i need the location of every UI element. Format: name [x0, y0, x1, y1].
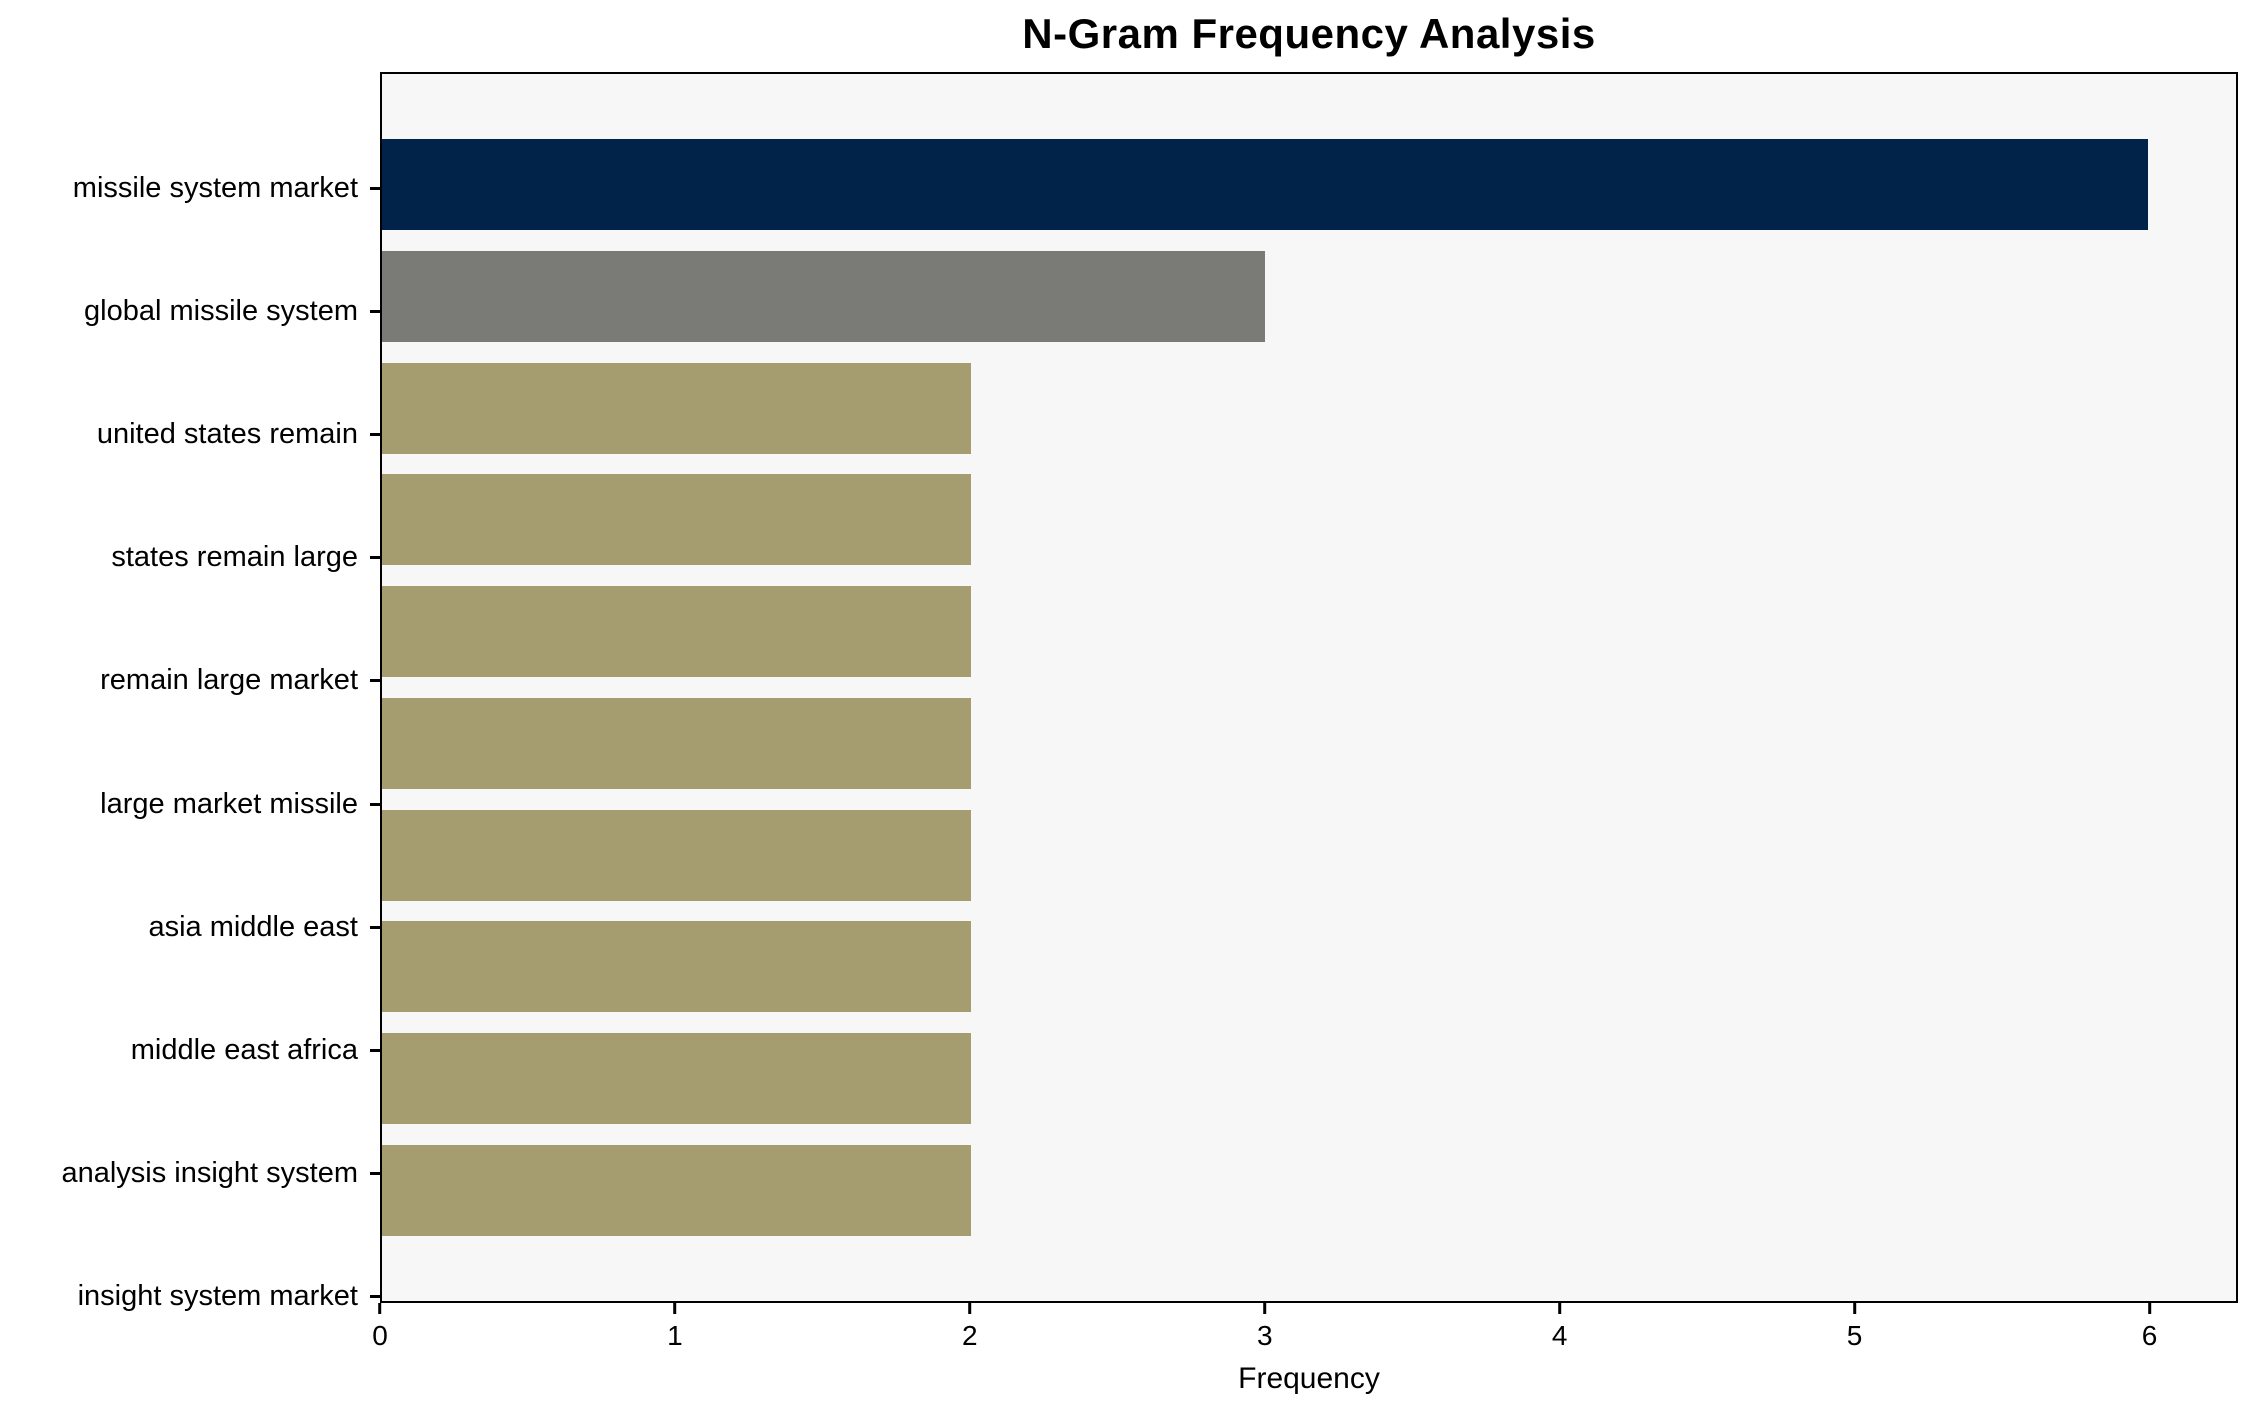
x-tick-label: 0: [372, 1320, 388, 1351]
x-tick: 2: [962, 1303, 978, 1352]
x-tick: 1: [667, 1303, 683, 1352]
bar: [382, 1144, 971, 1236]
bar-row: [382, 129, 2236, 241]
x-tick-mark: [1558, 1303, 1562, 1314]
y-tick-mark: [370, 925, 380, 929]
y-tick-label: missile system market: [72, 172, 358, 205]
x-tick: 0: [372, 1303, 388, 1352]
y-tick-mark: [370, 187, 380, 191]
y-tick-label: large market missile: [100, 787, 358, 820]
y-tick-label: united states remain: [96, 418, 358, 451]
y-tick-mark: [370, 433, 380, 437]
x-tick-label: 2: [962, 1320, 978, 1351]
ylabel-row: analysis insight system: [0, 1112, 380, 1235]
y-tick-mark: [370, 679, 380, 683]
x-tick-label: 3: [1256, 1320, 1273, 1351]
x-axis-title: Frequency: [1238, 1362, 1380, 1395]
ylabel-row: large market missile: [0, 742, 380, 865]
x-tick: 4: [1551, 1303, 1568, 1352]
x-tick: 5: [1846, 1303, 1863, 1352]
bar: [382, 251, 1265, 343]
ylabel-row: global missile system: [0, 250, 380, 373]
bar-row: [382, 1134, 2236, 1246]
bar: [382, 809, 971, 901]
x-tick: 3: [1257, 1303, 1273, 1352]
y-tick-mark: [370, 556, 380, 560]
x-tick-label: 1: [667, 1320, 683, 1351]
y-tick-mark: [370, 1171, 380, 1175]
bar-row: [382, 352, 2236, 464]
ylabel-row: middle east africa: [0, 989, 380, 1112]
ylabel-row: states remain large: [0, 496, 380, 619]
x-axis: 0 1 2 3 4 5 6: [372, 1303, 2238, 1363]
y-tick-label: remain large market: [100, 664, 358, 697]
y-tick-label: insight system market: [77, 1279, 358, 1312]
bar-row: [382, 688, 2236, 800]
bar: [382, 921, 971, 1013]
x-tick: 6: [2141, 1303, 2158, 1352]
y-tick-label: asia middle east: [148, 910, 358, 943]
y-tick-mark: [370, 1294, 380, 1298]
bar: [382, 362, 971, 454]
bar-row: [382, 799, 2236, 911]
bar-row: [382, 241, 2236, 353]
x-tick-mark: [2148, 1303, 2152, 1314]
x-tick-mark: [1853, 1303, 1857, 1314]
y-axis-labels: missile system market global missile syst…: [0, 72, 380, 1413]
x-tick-label: 5: [1846, 1320, 1863, 1351]
y-tick-mark: [370, 802, 380, 806]
bar: [382, 586, 971, 678]
x-tick-mark: [673, 1303, 677, 1314]
x-tick-mark: [378, 1303, 382, 1314]
bar-row: [382, 464, 2236, 576]
bar: [382, 697, 971, 789]
plot-area: [380, 72, 2238, 1303]
x-tick-mark: [1263, 1303, 1267, 1314]
x-tick-mark: [968, 1303, 972, 1314]
x-tick-label: 4: [1551, 1320, 1568, 1351]
bar-row: [382, 576, 2236, 688]
y-tick-mark: [370, 1048, 380, 1052]
bar-row: [382, 911, 2236, 1023]
bar: [382, 1032, 971, 1124]
bar: [382, 474, 971, 566]
y-tick-label: global missile system: [84, 295, 358, 328]
y-tick-label: middle east africa: [130, 1033, 358, 1066]
ylabel-row: insight system market: [0, 1235, 380, 1358]
x-tick-label: 6: [2141, 1320, 2158, 1351]
ylabel-row: united states remain: [0, 373, 380, 496]
ylabel-row: asia middle east: [0, 866, 380, 989]
y-tick-label: analysis insight system: [61, 1156, 358, 1189]
bar-row: [382, 1023, 2236, 1135]
chart-title: N-Gram Frequency Analysis: [1022, 10, 1596, 57]
bar: [382, 139, 2148, 231]
y-tick-label: states remain large: [111, 541, 358, 574]
y-tick-mark: [370, 310, 380, 314]
ylabel-row: missile system market: [0, 127, 380, 250]
ylabel-row: remain large market: [0, 619, 380, 742]
